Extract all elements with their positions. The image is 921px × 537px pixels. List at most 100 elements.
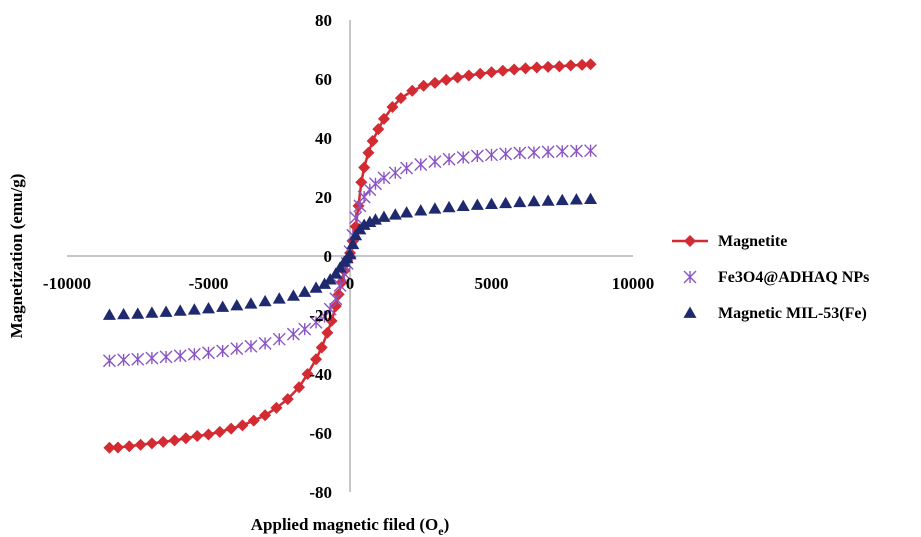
data-point [131, 307, 145, 319]
data-point [499, 147, 513, 161]
legend-marker [683, 270, 697, 284]
data-point [513, 195, 527, 208]
legend-item: Magnetic MIL-53(Fe) [683, 305, 867, 322]
data-point [485, 197, 498, 209]
y-axis-title: Magnetization (emu/g) [7, 174, 26, 339]
data-point [496, 64, 509, 77]
data-point [386, 101, 399, 114]
data-point [414, 158, 428, 172]
data-point [145, 437, 158, 450]
data-point [372, 123, 385, 136]
data-point [569, 144, 583, 158]
legend-marker [683, 306, 697, 318]
data-point [230, 342, 244, 356]
data-point [134, 438, 147, 451]
data-point [329, 267, 343, 279]
data-point [173, 349, 187, 363]
data-point [298, 285, 312, 297]
data-point [103, 441, 116, 454]
data-point [123, 440, 136, 453]
data-point [428, 202, 442, 214]
data-point [414, 204, 428, 216]
x-axis-title-main: Applied magnetic filed (O [251, 515, 438, 534]
x-axis-title: Applied magnetic filed (Oe) [251, 515, 449, 537]
data-point [247, 414, 260, 427]
legend-marker [684, 235, 696, 247]
data-point [508, 63, 521, 76]
data-point [117, 353, 131, 367]
data-point [576, 58, 589, 71]
data-point [513, 146, 527, 160]
data-point [286, 289, 300, 301]
data-point [131, 352, 145, 366]
y-tick-label: 40 [315, 129, 332, 148]
data-point [346, 237, 360, 250]
y-tick-label: -60 [309, 424, 332, 443]
data-point [400, 206, 414, 218]
y-tick-label: -80 [309, 483, 332, 502]
legend-item: Fe3O4@ADHAQ NPs [683, 269, 869, 286]
data-point [584, 192, 598, 204]
x-tick-label: 5000 [475, 274, 509, 293]
data-point [168, 434, 181, 447]
x-tick-label: 10000 [612, 274, 655, 293]
data-point [394, 92, 407, 105]
data-point [191, 429, 204, 442]
series-2 [102, 192, 598, 320]
data-point [440, 73, 453, 86]
data-point [333, 279, 347, 292]
data-point [569, 193, 583, 205]
data-point [187, 347, 201, 361]
data-point [309, 281, 323, 293]
data-point [541, 194, 555, 206]
data-point [470, 198, 484, 210]
data-point [202, 428, 215, 441]
data-point [102, 354, 116, 368]
data-point [555, 193, 569, 206]
legend-item: Magnetite [672, 233, 787, 250]
data-point [355, 176, 368, 189]
data-point [329, 292, 343, 306]
data-point [368, 177, 382, 191]
data-point [281, 393, 294, 406]
x-tick-label: 0 [346, 274, 355, 293]
data-point [352, 199, 365, 212]
data-point [321, 326, 334, 339]
data-point [358, 161, 371, 174]
data-point [293, 381, 306, 394]
data-point [145, 306, 159, 318]
data-point [187, 303, 201, 315]
data-point [456, 199, 470, 212]
data-point [349, 211, 363, 225]
data-point [216, 300, 230, 312]
x-tick-label: -5000 [189, 274, 229, 293]
data-point [298, 322, 312, 336]
data-point [117, 307, 131, 320]
data-point [225, 422, 238, 435]
data-point [258, 336, 272, 350]
data-point [553, 60, 566, 73]
data-point [456, 150, 470, 164]
y-tick-label: 80 [315, 11, 332, 30]
data-point [329, 300, 342, 313]
data-point [417, 79, 430, 92]
legend-label: Fe3O4@ADHAQ NPs [718, 269, 869, 286]
data-point [272, 292, 286, 304]
x-axis-title-close: ) [444, 515, 450, 534]
data-point [527, 194, 541, 207]
data-point [323, 273, 337, 285]
legend: Magnetite Fe3O4@ADHAQ NPs Magnetic MIL-53(… [672, 233, 869, 322]
data-point [527, 145, 541, 159]
y-tick-label: 0 [324, 247, 333, 266]
series-1 [102, 144, 598, 368]
data-point [362, 146, 375, 159]
series-0 [103, 58, 597, 454]
data-point [325, 314, 338, 327]
data-point [270, 401, 283, 414]
data-point [159, 350, 173, 364]
data-point [377, 171, 391, 185]
data-point [564, 59, 577, 72]
data-point [244, 297, 258, 309]
data-point [366, 134, 379, 147]
data-point [462, 69, 475, 82]
